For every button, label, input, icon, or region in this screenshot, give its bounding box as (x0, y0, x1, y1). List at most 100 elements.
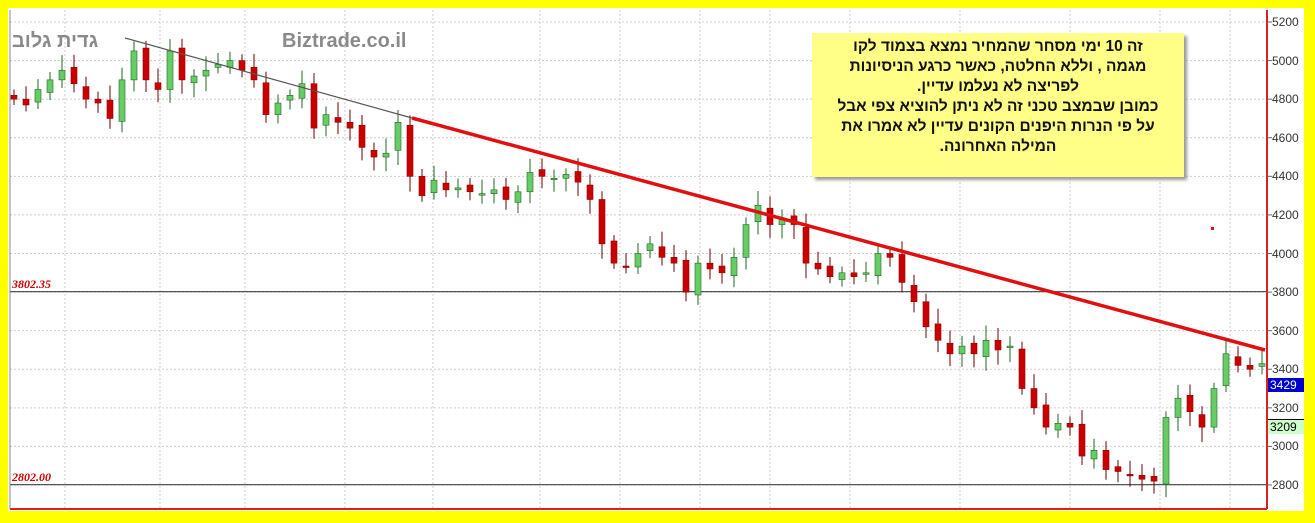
note-line: מגמה , וללא החלטה, כאשר כרגע הניסיונות (849, 58, 1147, 75)
candle-body (718, 265, 726, 274)
candle-body (382, 152, 390, 158)
candle-body (838, 272, 846, 280)
candle-body (322, 114, 330, 126)
candle-body (898, 254, 906, 283)
candle-body (1114, 466, 1122, 472)
candle-body (1210, 388, 1218, 428)
candle-body (1186, 394, 1194, 412)
candle-body (238, 60, 246, 71)
candle-body (874, 253, 882, 276)
candle-body (802, 227, 810, 264)
candle-body (562, 174, 570, 179)
candle-body (550, 177, 558, 181)
candle-body (490, 189, 498, 194)
candle-body (34, 89, 42, 103)
y-tick-label: 3400 (1272, 362, 1299, 377)
candle-body (1246, 365, 1254, 370)
candle-body (634, 253, 642, 268)
candle-body (430, 179, 438, 194)
y-tick-label: 3000 (1272, 439, 1299, 454)
candle-body (1198, 414, 1206, 428)
y-tick-label: 4400 (1272, 169, 1299, 184)
candle-body (814, 262, 822, 270)
candle-body (478, 193, 486, 196)
candle-body (910, 285, 918, 303)
y-tick-label: 4000 (1272, 246, 1299, 261)
candle-body (10, 95, 18, 100)
candle-body (1174, 397, 1182, 418)
candle-body (1006, 345, 1014, 348)
secondary-price-tag: 3209 (1268, 419, 1304, 434)
candle-body (394, 122, 402, 151)
y-tick-label: 3800 (1272, 285, 1299, 300)
candle-body (670, 257, 678, 264)
candle-body (442, 182, 450, 191)
candle-body (610, 240, 618, 264)
candle-body (850, 272, 858, 277)
candle-body (1258, 363, 1266, 367)
candle-body (862, 272, 870, 275)
candle-body (1054, 422, 1062, 431)
candle-body (1078, 423, 1086, 457)
y-tick-label: 4800 (1272, 92, 1299, 107)
candle-body (358, 124, 366, 148)
site-watermark: Biztrade.co.il (282, 30, 407, 52)
last-price-tag: 3429 (1268, 378, 1304, 392)
candle-body (142, 47, 150, 81)
candle-body (1030, 388, 1038, 409)
candle-body (934, 323, 942, 341)
candle-body (538, 169, 546, 177)
candle-body (1042, 404, 1050, 428)
level-label-upper: 3802.35 (12, 277, 51, 291)
candle-body (130, 50, 138, 81)
candle-body (406, 124, 414, 177)
y-tick-label: 5200 (1272, 15, 1299, 29)
candle-body (106, 99, 114, 119)
candle-body (118, 79, 126, 122)
candle-body (1138, 475, 1146, 480)
candle-body (1150, 476, 1158, 482)
candle-body (346, 122, 354, 129)
level-label-lower: 2802.00 (12, 470, 51, 484)
candle-body (1066, 422, 1074, 428)
candle-body (94, 98, 102, 104)
candle-body (1018, 348, 1026, 389)
candle-body (658, 246, 666, 258)
candle-body (826, 265, 834, 277)
y-tick-label: 2800 (1272, 478, 1299, 492)
candle-body (262, 82, 270, 115)
candle-body (310, 83, 318, 129)
main-trendline (411, 116, 1266, 352)
note-line: זה 10 ימי מסחר שהמחיר נמצא בצמוד לקו (853, 38, 1143, 55)
candle-body (1234, 356, 1242, 366)
candle-body (994, 340, 1002, 351)
candle-body (682, 259, 690, 293)
candle-body (514, 191, 522, 203)
candle-body (970, 342, 978, 355)
candle-body (70, 67, 78, 85)
y-tick-label: 4600 (1272, 130, 1299, 145)
candle-body (706, 262, 714, 270)
candle-body (178, 47, 186, 81)
candle-body (202, 69, 210, 77)
marker-dot (1211, 227, 1214, 230)
candle-body (574, 171, 582, 183)
candle-body (742, 224, 750, 258)
candle-body (622, 265, 630, 268)
candle-body (1222, 353, 1230, 386)
note-line: כמובן שבמצב טכני זה לא ניתן להוציא צפי א… (837, 98, 1159, 115)
y-tick-label: 3600 (1272, 323, 1299, 338)
note-line: המילה האחרונה. (939, 138, 1057, 155)
candle-body (454, 187, 462, 191)
note-line: לפריצה לא נעלמו עדיין. (917, 78, 1079, 95)
candle-body (598, 199, 606, 245)
candle-body (886, 253, 894, 258)
candle-body (22, 98, 30, 106)
candle-body (982, 340, 990, 358)
candle-body (730, 257, 738, 276)
note-line: על פי הנרות היפנים הקונים עדיין לא אמרו … (841, 118, 1155, 135)
candle-body (418, 176, 426, 196)
candle-body (1090, 449, 1098, 460)
y-tick-label: 4200 (1272, 207, 1299, 222)
candle-body (298, 83, 306, 99)
